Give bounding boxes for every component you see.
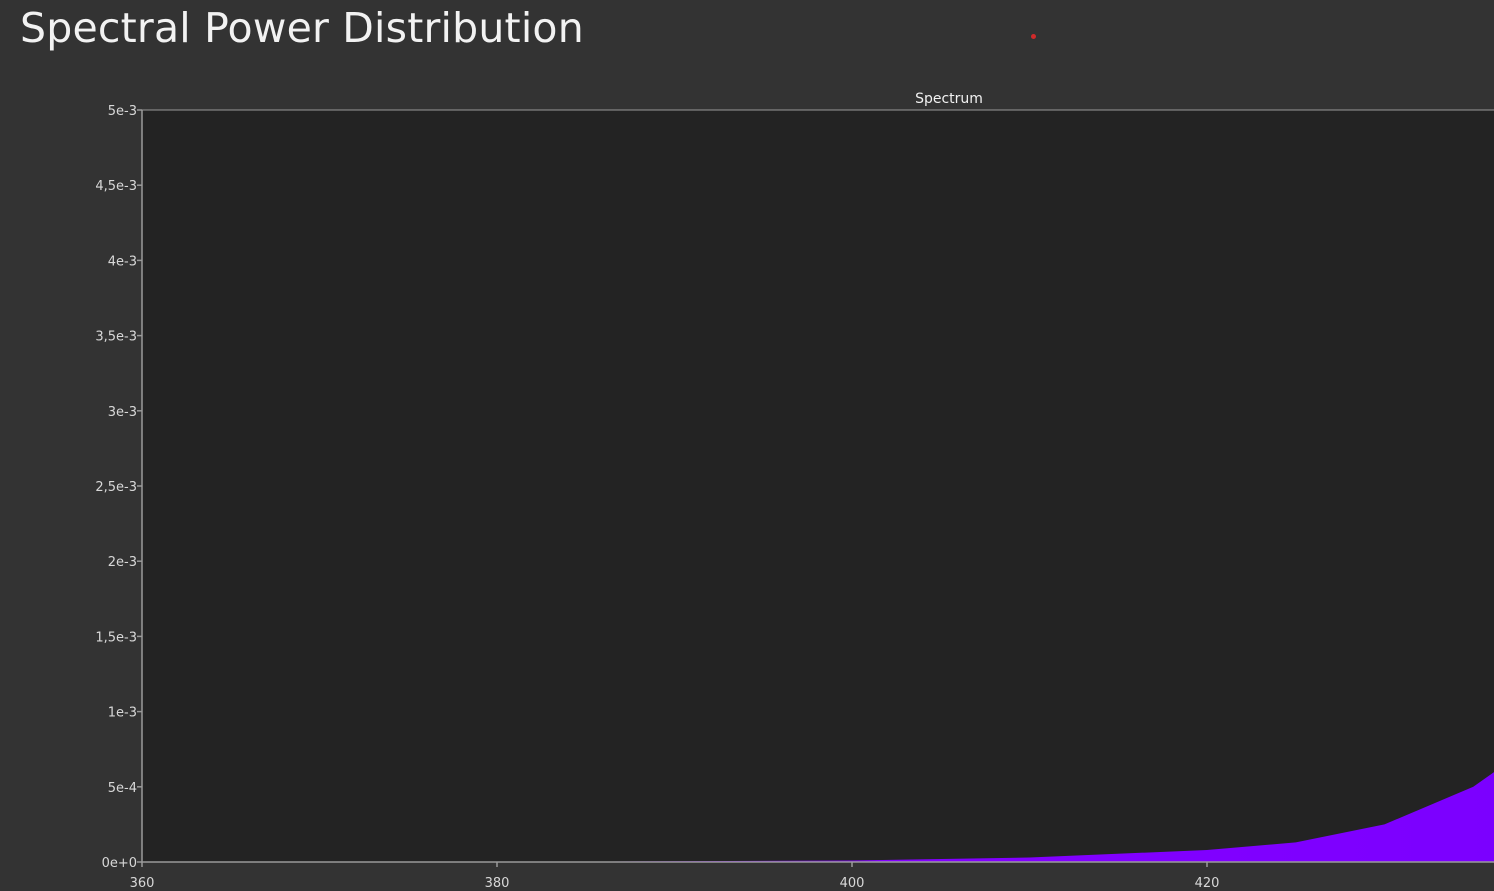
- x-tick-label: 360: [130, 876, 155, 891]
- y-tick-label: 2,5e-3: [95, 480, 137, 495]
- status-dot: [1031, 34, 1036, 39]
- x-tick-label: 400: [840, 876, 865, 891]
- y-axis-ticks: 0e+0 5e-4 1e-3 1,5e-3 2e-3 2,5e-3 3e-3 3,5e-3 4e…: [95, 104, 142, 871]
- y-tick-label: 2e-3: [108, 555, 137, 570]
- page-title: Spectral Power Distribution: [20, 4, 584, 52]
- y-tick-label: 1,5e-3: [95, 630, 137, 645]
- y-tick-label: 3e-3: [108, 405, 137, 420]
- plot-area: [142, 110, 1494, 862]
- x-axis-ticks: 3603804004204404604805005205405605806006…: [130, 862, 1220, 891]
- spectrum-area: [142, 772, 1494, 862]
- y-tick-label: 3,5e-3: [95, 330, 137, 345]
- spectrum-area-group: [142, 772, 1494, 862]
- y-tick-label: 1e-3: [108, 706, 137, 721]
- chart-title: Spectrum: [915, 91, 983, 107]
- y-tick-label: 5e-3: [108, 104, 137, 119]
- y-tick-label: 4e-3: [108, 254, 137, 269]
- y-tick-label: 5e-4: [108, 781, 137, 796]
- x-tick-label: 420: [1195, 876, 1220, 891]
- y-tick-label: 0e+0: [102, 856, 137, 871]
- y-tick-label: 4,5e-3: [95, 179, 137, 194]
- x-tick-label: 380: [485, 876, 510, 891]
